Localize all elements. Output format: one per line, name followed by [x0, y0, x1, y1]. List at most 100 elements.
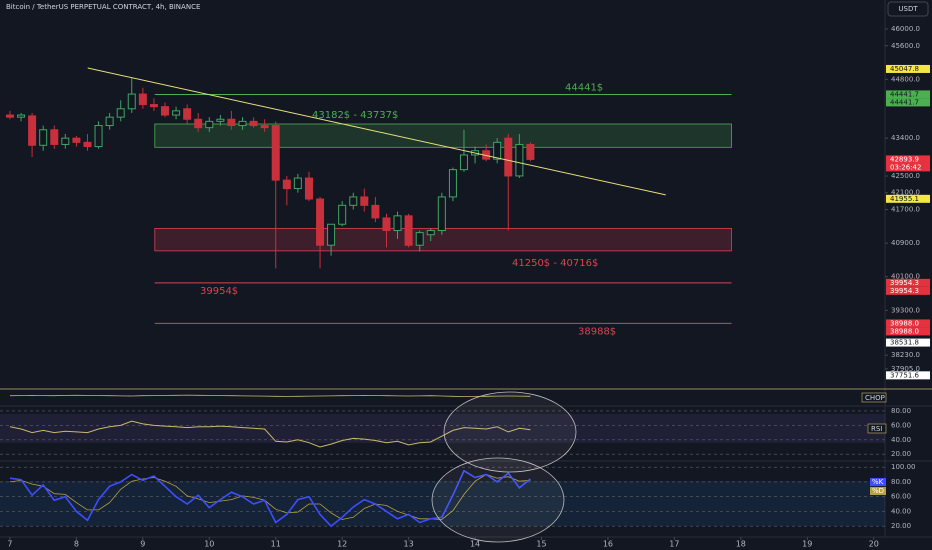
- candle-body: [61, 137, 70, 145]
- price-tag-countdown: 03:26:42: [890, 163, 921, 171]
- candle-body: [249, 120, 258, 127]
- price-tag-label: 41955.1: [890, 195, 919, 203]
- x-tick-label: 11: [271, 540, 281, 549]
- candle-body: [216, 118, 225, 122]
- rsi-tick-label: 40.00: [891, 436, 911, 444]
- candle-body: [459, 154, 468, 171]
- chop-legend: CHOP: [865, 394, 885, 402]
- candle-body: [382, 217, 391, 232]
- x-tick-label: 8: [74, 540, 79, 549]
- stoch-tick-label: 80.00: [891, 478, 911, 486]
- candle-body: [172, 110, 181, 116]
- zone-label: 43182$ - 43737$: [312, 110, 398, 121]
- x-tick-label: 10: [204, 540, 214, 549]
- price-tag: [886, 64, 930, 73]
- price-tag-label: 44441.7: [890, 98, 919, 106]
- candle-body: [194, 118, 203, 129]
- chop-line: [9, 394, 531, 398]
- candle-body: [426, 230, 435, 236]
- x-tick-label: 20: [869, 540, 879, 549]
- currency-button[interactable]: [887, 1, 929, 17]
- candle-body: [28, 115, 37, 146]
- stoch-tick-label: 40.00: [891, 507, 911, 515]
- candle-body: [127, 93, 136, 110]
- zone: [154, 123, 732, 148]
- candle-body: [316, 198, 325, 246]
- y-tick-label: 43400.0: [891, 134, 920, 142]
- candle-body: [149, 104, 158, 108]
- candle-body: [271, 125, 280, 181]
- candle-body: [504, 137, 513, 177]
- x-tick-label: 7: [7, 540, 12, 549]
- candle-body: [393, 215, 402, 232]
- price-tag-label: 38988.0: [890, 319, 919, 327]
- x-tick-label: 15: [536, 540, 546, 549]
- level-label: 39954$: [200, 286, 238, 297]
- candle-body: [349, 196, 358, 206]
- chart-title: Bitcoin / TetherUS PERPETUAL CONTRACT, 4…: [6, 3, 200, 11]
- price-tag-label: 38531.8: [890, 339, 919, 347]
- price-tag: [886, 371, 930, 380]
- candle-body: [360, 196, 369, 206]
- candle-body: [138, 93, 147, 106]
- currency-label: USDT: [898, 5, 918, 13]
- candle-body: [5, 114, 14, 118]
- x-tick-label: 9: [140, 540, 145, 549]
- x-tick-label: 13: [404, 540, 414, 549]
- stoch-legend-box: [870, 487, 886, 495]
- y-tick-label: 39300.0: [891, 306, 920, 314]
- candle-body: [238, 120, 247, 127]
- trendline: [87, 67, 666, 196]
- candle-body: [116, 108, 125, 118]
- price-tag: [886, 194, 930, 203]
- stoch-line: [9, 474, 531, 520]
- candle-body: [293, 177, 302, 190]
- y-tick-label: 44800.0: [891, 75, 920, 83]
- candle-body: [260, 125, 269, 129]
- candle-body: [227, 118, 236, 127]
- candle-body: [83, 141, 92, 148]
- zone-label: 41250$ - 40716$: [512, 258, 598, 269]
- price-tag: [886, 155, 930, 172]
- candle-body: [17, 114, 26, 118]
- stoch-legend: %K: [872, 478, 884, 486]
- highlight-ellipse: [431, 457, 565, 543]
- candle-body: [205, 120, 214, 129]
- y-tick-label: 42500.0: [891, 172, 920, 180]
- rsi-tick-label: 60.00: [891, 421, 911, 429]
- price-tag-label: 45047.8: [890, 65, 919, 73]
- y-tick-label: 42100.0: [891, 189, 920, 197]
- y-tick-label: 38230.0: [891, 351, 920, 359]
- stoch-tick-label: 100.00: [891, 463, 916, 471]
- stoch-legend: %D: [872, 487, 884, 495]
- y-tick-label: 37905.0: [891, 365, 920, 373]
- candle-body: [105, 116, 114, 127]
- stoch-legend-box: [870, 478, 886, 486]
- stoch-tick-label: 20.00: [891, 522, 911, 530]
- rsi-line: [9, 420, 531, 448]
- candle-body: [160, 106, 169, 116]
- level-label: 44441$: [565, 82, 603, 93]
- chop-legend-box: [861, 392, 887, 403]
- candle-body: [448, 169, 457, 198]
- zone: [154, 228, 732, 252]
- rsi-tick-label: 20.00: [891, 450, 911, 458]
- y-tick-label: 45600.0: [891, 42, 920, 50]
- price-tag: [886, 338, 930, 347]
- candle-body: [493, 141, 502, 160]
- candle-body: [404, 215, 413, 246]
- candle-body: [94, 125, 103, 148]
- y-tick-label: 40100.0: [891, 273, 920, 281]
- rsi-legend: RSI: [871, 425, 882, 433]
- candle-body: [183, 108, 192, 120]
- y-tick-label: 46000.0: [891, 25, 920, 33]
- stoch-tick-label: 60.00: [891, 493, 911, 501]
- candle-body: [371, 204, 380, 219]
- x-tick-label: 19: [802, 540, 812, 549]
- x-tick-label: 14: [470, 540, 480, 549]
- candle-body: [282, 179, 291, 190]
- marks: 46000.0 45600.0 44800.0 43400.0 42500.0 42100…: [0, 25, 930, 549]
- price-tag-label: 44441.7: [890, 90, 919, 98]
